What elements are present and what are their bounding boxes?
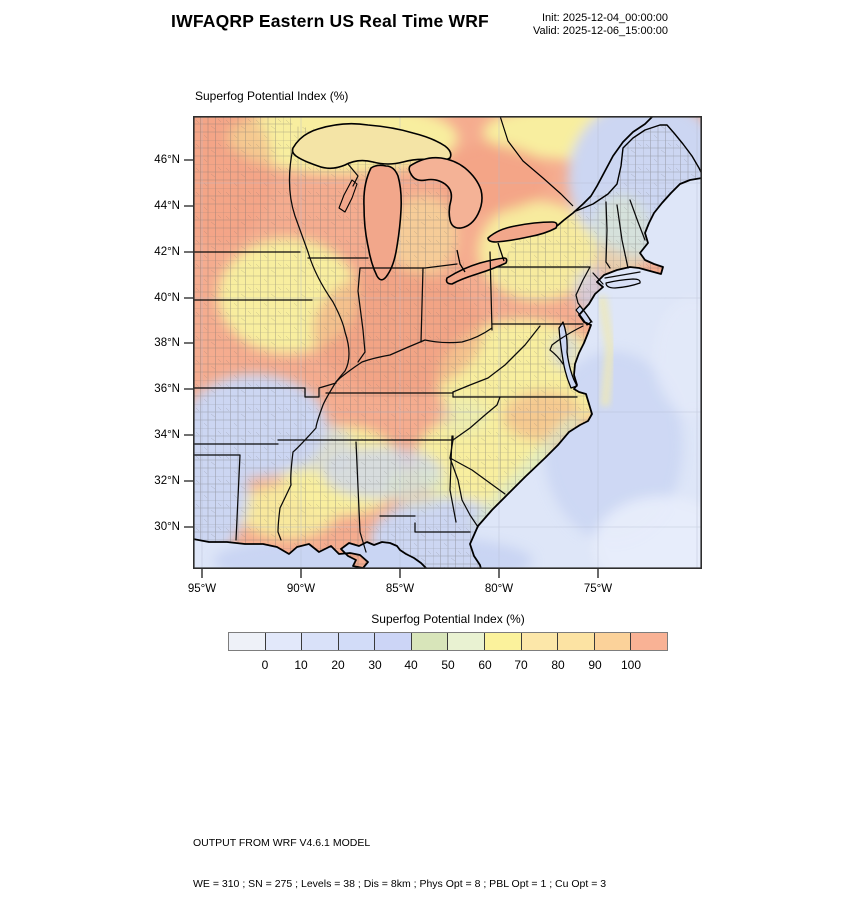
colorbar-title: Superfog Potential Index (%): [371, 612, 525, 626]
init-timestamp: Init: 2025-12-04_00:00:00: [542, 12, 668, 24]
lat-axis-label: 36°N: [154, 383, 180, 395]
colorbar-tick-label: 0: [261, 658, 269, 672]
lat-axis-label: 32°N: [154, 475, 180, 487]
coastline: [193, 177, 702, 569]
colorbar-cell: [264, 633, 302, 650]
colorbar-cell: [557, 633, 594, 650]
lon-axis-label: 85°W: [385, 583, 415, 595]
lat-axis-label: 38°N: [154, 337, 180, 349]
colorbar-cell: [593, 633, 631, 650]
map-subtitle: Superfog Potential Index (%): [195, 89, 349, 103]
colorbar-tick-label: 80: [551, 658, 565, 672]
map-graphics: [193, 116, 702, 569]
lat-axis-label: 42°N: [154, 246, 180, 258]
colorbar-tick-label: 100: [620, 658, 642, 672]
lake-ontario: [487, 221, 558, 243]
colorbar-tick-label: 60: [478, 658, 492, 672]
run-timestamps: Init: 2025-12-04_00:00:00 Valid: 2025-12…: [460, 12, 668, 37]
colorbar-cell: [301, 633, 338, 650]
niagara-river: [497, 242, 505, 262]
colorbar-cell: [630, 633, 667, 650]
lake-michigan: [363, 164, 402, 281]
weather-map: [184, 116, 702, 578]
colorbar-tick-label: 20: [331, 658, 345, 672]
colorbar-cell: [337, 633, 375, 650]
model-info-footer: OUTPUT FROM WRF V4.6.1 MODEL WE = 310 ; …: [193, 810, 606, 905]
footer-model-line: OUTPUT FROM WRF V4.6.1 MODEL: [193, 837, 371, 849]
coastal-fog-band: [597, 295, 615, 407]
axis-ticks: [184, 159, 599, 578]
footer-config-line: WE = 310 ; SN = 275 ; Levels = 38 ; Dis …: [193, 877, 607, 890]
colorbar-tick-label: 10: [294, 658, 308, 672]
lon-axis-label: 80°W: [484, 583, 514, 595]
detroit-river: [456, 249, 466, 273]
colorbar-cell: [520, 633, 558, 650]
page-title: IWFAQRP Eastern US Real Time WRF: [171, 11, 489, 31]
colorbar-cell: [484, 633, 521, 650]
ottawa-river-border: [499, 116, 574, 207]
lon-axis-label: 75°W: [583, 583, 613, 595]
green-bay: [338, 179, 358, 213]
lon-axis-label: 90°W: [286, 583, 316, 595]
colorbar-tick-label: 70: [514, 658, 528, 672]
great-lakes: [291, 122, 641, 389]
colorbar-cell: [374, 633, 411, 650]
st-lawrence-river: [556, 116, 654, 227]
colorbar-cell: [229, 633, 265, 650]
colorbar-tick-label: 50: [441, 658, 455, 672]
lake-huron: [408, 156, 483, 229]
colorbar-tick-label: 30: [368, 658, 382, 672]
us-canada-border: [575, 124, 702, 212]
map-frame: [193, 116, 702, 569]
lat-axis-label: 44°N: [154, 200, 180, 212]
long-island: [605, 278, 641, 289]
chesapeake-bay: [558, 321, 578, 389]
lat-axis-label: 34°N: [154, 429, 180, 441]
colorbar-tick-label: 90: [588, 658, 602, 672]
lon-axis-label: 95°W: [187, 583, 217, 595]
lat-axis-label: 46°N: [154, 154, 180, 166]
superfog-map-canvas: [184, 116, 702, 578]
valid-timestamp: Valid: 2025-12-06_15:00:00: [533, 24, 668, 37]
lat-axis-label: 40°N: [154, 292, 180, 304]
lat-axis-label: 30°N: [154, 521, 180, 533]
colorbar: [228, 632, 668, 651]
colorbar-tick-label: 40: [404, 658, 418, 672]
international-borders: [499, 116, 702, 227]
colorbar-cell: [410, 633, 448, 650]
colorbar-cell: [447, 633, 485, 650]
state-boundaries: [193, 147, 646, 553]
lake-erie: [445, 257, 508, 285]
